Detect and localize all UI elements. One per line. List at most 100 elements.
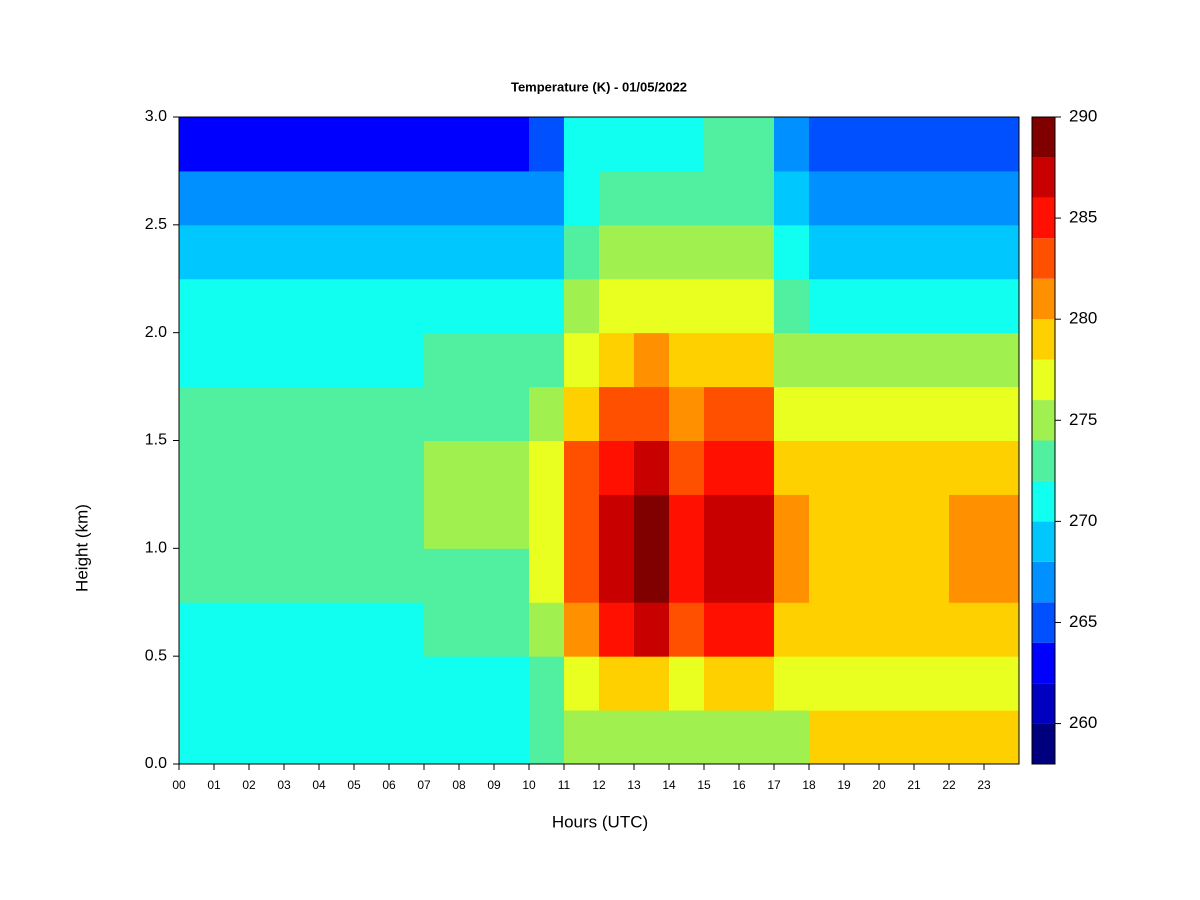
heat-cell <box>564 710 600 765</box>
heat-cell <box>809 117 845 172</box>
heat-cell <box>879 548 915 603</box>
heat-cell <box>844 170 880 226</box>
heat-cell <box>179 548 215 603</box>
heat-cell <box>914 170 950 226</box>
heat-cell <box>319 440 355 495</box>
heat-cell <box>984 548 1020 603</box>
heat-cell <box>669 602 705 657</box>
heat-cell <box>459 494 495 549</box>
heat-cell <box>949 494 985 549</box>
heat-cell <box>319 170 355 226</box>
heat-cell <box>949 278 985 334</box>
y-tick-label: 1.0 <box>145 540 167 557</box>
y-tick-label: 1.5 <box>145 432 167 449</box>
heat-cell <box>704 117 740 172</box>
colorbar-bin <box>1032 480 1055 522</box>
heat-cell <box>809 386 845 441</box>
x-tick-label: 15 <box>697 778 711 792</box>
heat-cell <box>774 548 810 603</box>
heat-cell <box>494 548 530 603</box>
heat-cell <box>704 224 740 280</box>
heat-cell <box>634 710 670 765</box>
heat-cell <box>704 278 740 334</box>
heat-cell <box>704 494 740 549</box>
heat-cell <box>669 332 705 388</box>
heat-cell <box>914 710 950 765</box>
heat-cell <box>844 332 880 388</box>
heat-cell <box>949 224 985 280</box>
x-tick-label: 23 <box>977 778 991 792</box>
heat-cell <box>389 656 425 711</box>
heat-cell <box>389 117 425 172</box>
heat-cell <box>214 602 250 657</box>
heat-cell <box>424 117 460 172</box>
heat-cell <box>599 440 635 495</box>
heat-cell <box>914 440 950 495</box>
heat-cell <box>949 602 985 657</box>
heat-cell <box>459 117 495 172</box>
heat-cell <box>319 278 355 334</box>
heat-cell <box>494 710 530 765</box>
colorbar-tick-label: 270 <box>1069 511 1097 530</box>
heat-cell <box>249 548 285 603</box>
heat-cell <box>319 548 355 603</box>
heat-cell <box>529 656 565 711</box>
heat-cell <box>354 440 390 495</box>
heat-cell <box>599 332 635 388</box>
heat-cell <box>179 602 215 657</box>
heat-cell <box>564 548 600 603</box>
heat-cell <box>319 224 355 280</box>
heat-cell <box>179 170 215 226</box>
heat-cell <box>739 278 775 334</box>
heat-cell <box>459 548 495 603</box>
heat-cell <box>739 386 775 441</box>
heat-cell <box>949 440 985 495</box>
heat-cell <box>179 278 215 334</box>
heat-cell <box>494 170 530 226</box>
heat-cell <box>844 224 880 280</box>
heat-cell <box>319 656 355 711</box>
heat-cell <box>214 224 250 280</box>
heat-cell <box>284 170 320 226</box>
heat-cell <box>634 170 670 226</box>
heat-cell <box>249 656 285 711</box>
colorbar-bin <box>1032 440 1055 481</box>
heat-cell <box>529 602 565 657</box>
heat-cell <box>494 117 530 172</box>
heat-cell <box>389 386 425 441</box>
heat-cell <box>214 440 250 495</box>
heat-cell <box>774 117 810 172</box>
heat-cell <box>949 117 985 172</box>
heat-cell <box>389 602 425 657</box>
x-tick-label: 16 <box>732 778 746 792</box>
heat-cell <box>179 440 215 495</box>
heat-cell <box>949 656 985 711</box>
heat-cell <box>914 548 950 603</box>
colorbar-bin <box>1032 521 1055 562</box>
heat-cell <box>389 710 425 765</box>
heat-cell <box>634 494 670 549</box>
heat-cell <box>494 278 530 334</box>
x-tick-label: 06 <box>382 778 396 792</box>
heat-cell <box>774 332 810 388</box>
x-tick-label: 04 <box>312 778 326 792</box>
heat-cell <box>599 548 635 603</box>
heat-cell <box>634 117 670 172</box>
heat-cell <box>739 602 775 657</box>
heat-cell <box>984 656 1020 711</box>
heat-cell <box>879 602 915 657</box>
heat-cell <box>249 278 285 334</box>
heat-cell <box>564 494 600 549</box>
heat-cell <box>494 494 530 549</box>
heat-cell <box>459 170 495 226</box>
heat-cell <box>179 386 215 441</box>
heat-cell <box>739 548 775 603</box>
heat-cell <box>214 494 250 549</box>
heat-cell <box>949 548 985 603</box>
heat-cell <box>914 602 950 657</box>
x-tick-label: 18 <box>802 778 816 792</box>
heat-cell <box>774 278 810 334</box>
heat-cell <box>564 386 600 441</box>
heat-cell <box>284 494 320 549</box>
